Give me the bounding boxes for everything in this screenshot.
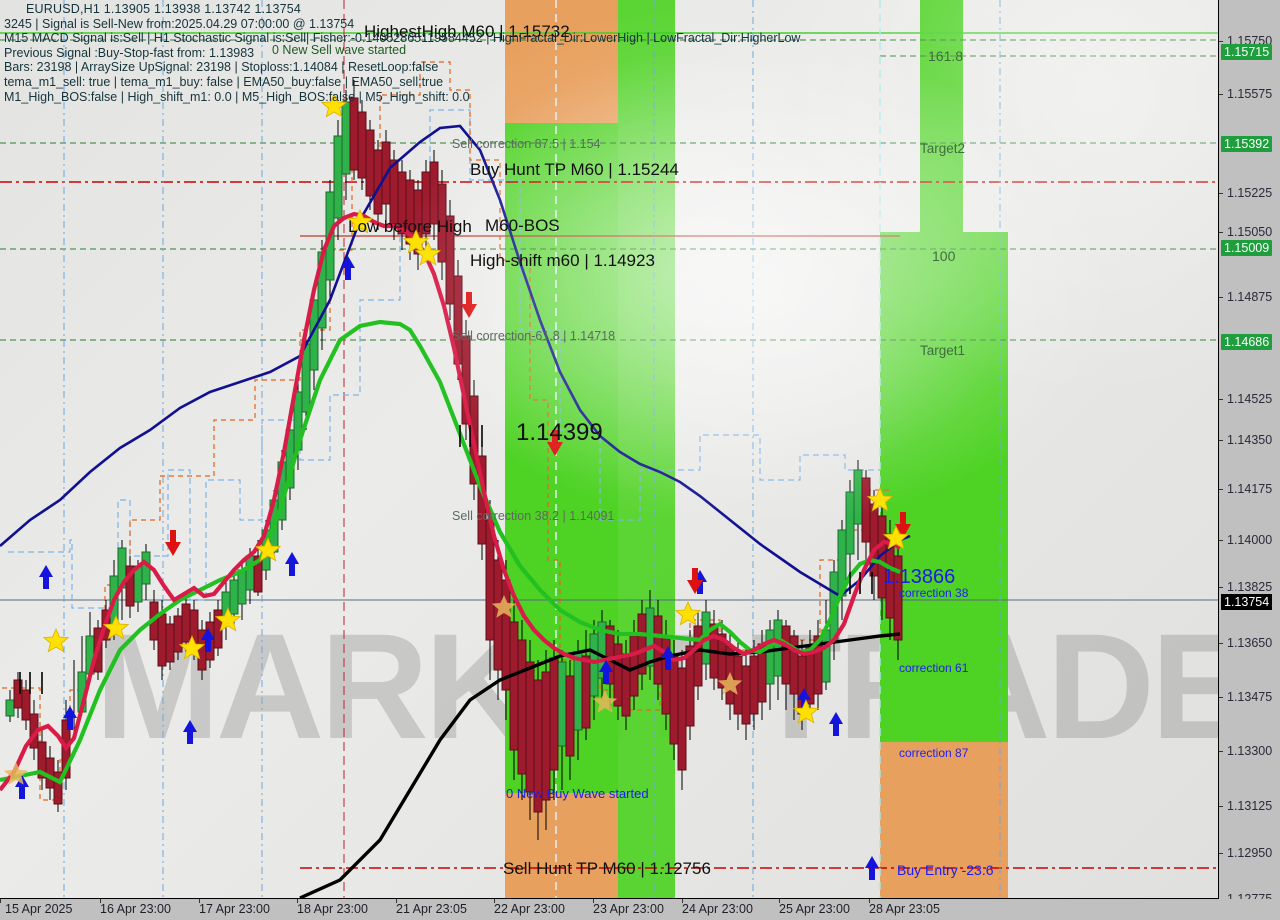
tema-ema-line: tema_m1_sell: true | tema_m1_buy: false … [4,74,444,89]
annotation-correction-61: correction 61 [899,661,969,675]
time-tick: 18 Apr 23:00 [297,902,368,916]
annotation-fib-1618: 161.8 [928,48,964,64]
price-tick: 1.13825 [1227,580,1273,594]
annotation-high-shift-m60: High-shift m60 | 1.14923 [470,251,655,270]
time-tick: 23 Apr 23:00 [593,902,664,916]
ma-green-line [0,319,901,785]
candlestick-series [9,80,899,840]
price-tick: 1.14000 [1227,533,1273,547]
fractal-stars [42,93,910,724]
previous-signal-line: Previous Signal :Buy-Stop-fast from: 1.1… [4,45,255,60]
price-tick: 1.12950 [1227,846,1273,860]
price-tick: 1.14350 [1227,433,1273,447]
price-tick: 1.14175 [1227,482,1273,496]
zone-orange-3 [880,742,1008,898]
current-price-badge: 1.13754 [1221,594,1273,610]
price-tick: 1.13650 [1227,636,1273,650]
fractal-stars-faded [3,595,743,785]
annotation-mid-price: 1.14399 [516,419,603,446]
annotation-fib-100: 100 [932,248,956,264]
chart-plot-area[interactable]: MARKET TRADE [0,0,1219,899]
time-tick: 24 Apr 23:00 [682,902,753,916]
ma-black-line [299,632,901,898]
price-level-highlight: 1.15392 [1221,136,1273,152]
annotation-m60-bos: M60-BOS [485,216,560,235]
chart-drawing-layer [0,0,1218,898]
price-tick: 1.13125 [1227,799,1273,813]
price-scale[interactable]: 1.15750 1.15575 1.15225 1.15050 1.14875 … [1219,0,1280,906]
price-tick: 1.15575 [1227,87,1273,101]
annotation-sell-hunt-tp: Sell Hunt TP M60 | 1.12756 [503,859,711,878]
time-tick: 17 Apr 23:00 [199,902,270,916]
annotation-sell-corr-875: Sell correction 87.5 | 1.154 [452,137,601,151]
macd-stochastic-line: M15 MACD Signal is:Sell | H1 Stochastic … [4,31,801,46]
annotation-buy-hunt-tp: Buy Hunt TP M60 | 1.15244 [470,160,679,179]
time-tick: 15 Apr 2025 [5,902,73,916]
horizontal-levels [0,32,1218,869]
annotation-right-price: 1.13866 [883,566,956,588]
annotation-low-before-high: Low before High [348,217,472,236]
sell-signal-arrows [165,292,911,594]
time-tick: 21 Apr 23:05 [396,902,467,916]
annotation-buy-entry: Buy Entry -23.6 [897,862,994,878]
price-level-highlight: 1.15009 [1221,240,1273,256]
annotation-highest-high: HighestHigh M60 | 1.15732 [364,22,570,41]
price-level-highlight: 1.15715 [1221,44,1273,60]
ma-blue-line [0,124,911,598]
bos-shift-line: M1_High_BOS:false | High_shift_m1: 0.0 |… [4,89,470,104]
buy-signal-arrows [15,256,879,880]
time-tick: 22 Apr 23:00 [494,902,565,916]
time-tick: 16 Apr 23:00 [100,902,171,916]
ma-red-line [0,211,902,792]
bars-arraysize-line: Bars: 23198 | ArraySize UpSignal: 23198 … [4,60,439,75]
price-level-highlight: 1.14686 [1221,334,1273,350]
price-tick: 1.13300 [1227,744,1273,758]
price-tick-marks [19,425,873,694]
price-tick: 1.15050 [1227,225,1273,239]
time-tick: 28 Apr 23:05 [869,902,940,916]
zone-green-2 [618,0,675,898]
step-channel-blue [8,109,880,609]
annotation-correction-38: correction 38 [899,586,969,600]
time-tick: 25 Apr 23:00 [779,902,850,916]
price-tick: 1.14525 [1227,392,1273,406]
price-tick: 1.13475 [1227,690,1273,704]
chart-data-window: EURUSD,H1 1.13905 1.13938 1.13742 1.1375… [4,2,800,104]
annotation-target1: Target1 [920,343,966,358]
zone-green-3 [880,232,1008,742]
annotation-sell-corr-618: Sell correction-61.8 | 1.14718 [452,329,616,343]
time-scale[interactable]: 15 Apr 2025 16 Apr 23:00 17 Apr 23:00 18… [0,899,1280,920]
annotation-new-sell-wave: 0 New Sell wave started [272,43,407,57]
annotation-new-buy-wave: 0 New Buy Wave started [506,786,649,801]
annotation-target2: Target2 [920,141,966,156]
annotation-correction-87: correction 87 [899,746,969,760]
symbol-ohlc-line: EURUSD,H1 1.13905 1.13938 1.13742 1.1375… [26,2,302,16]
price-tick: 1.15225 [1227,186,1273,200]
candle-bodies-bear [13,97,903,813]
signal-line: 3245 | Signal is Sell-New from:2025.04.2… [4,16,355,31]
annotation-sell-corr-382: Sell correction 38.2 | 1.14091 [452,509,615,523]
price-tick: 1.14875 [1227,290,1273,304]
